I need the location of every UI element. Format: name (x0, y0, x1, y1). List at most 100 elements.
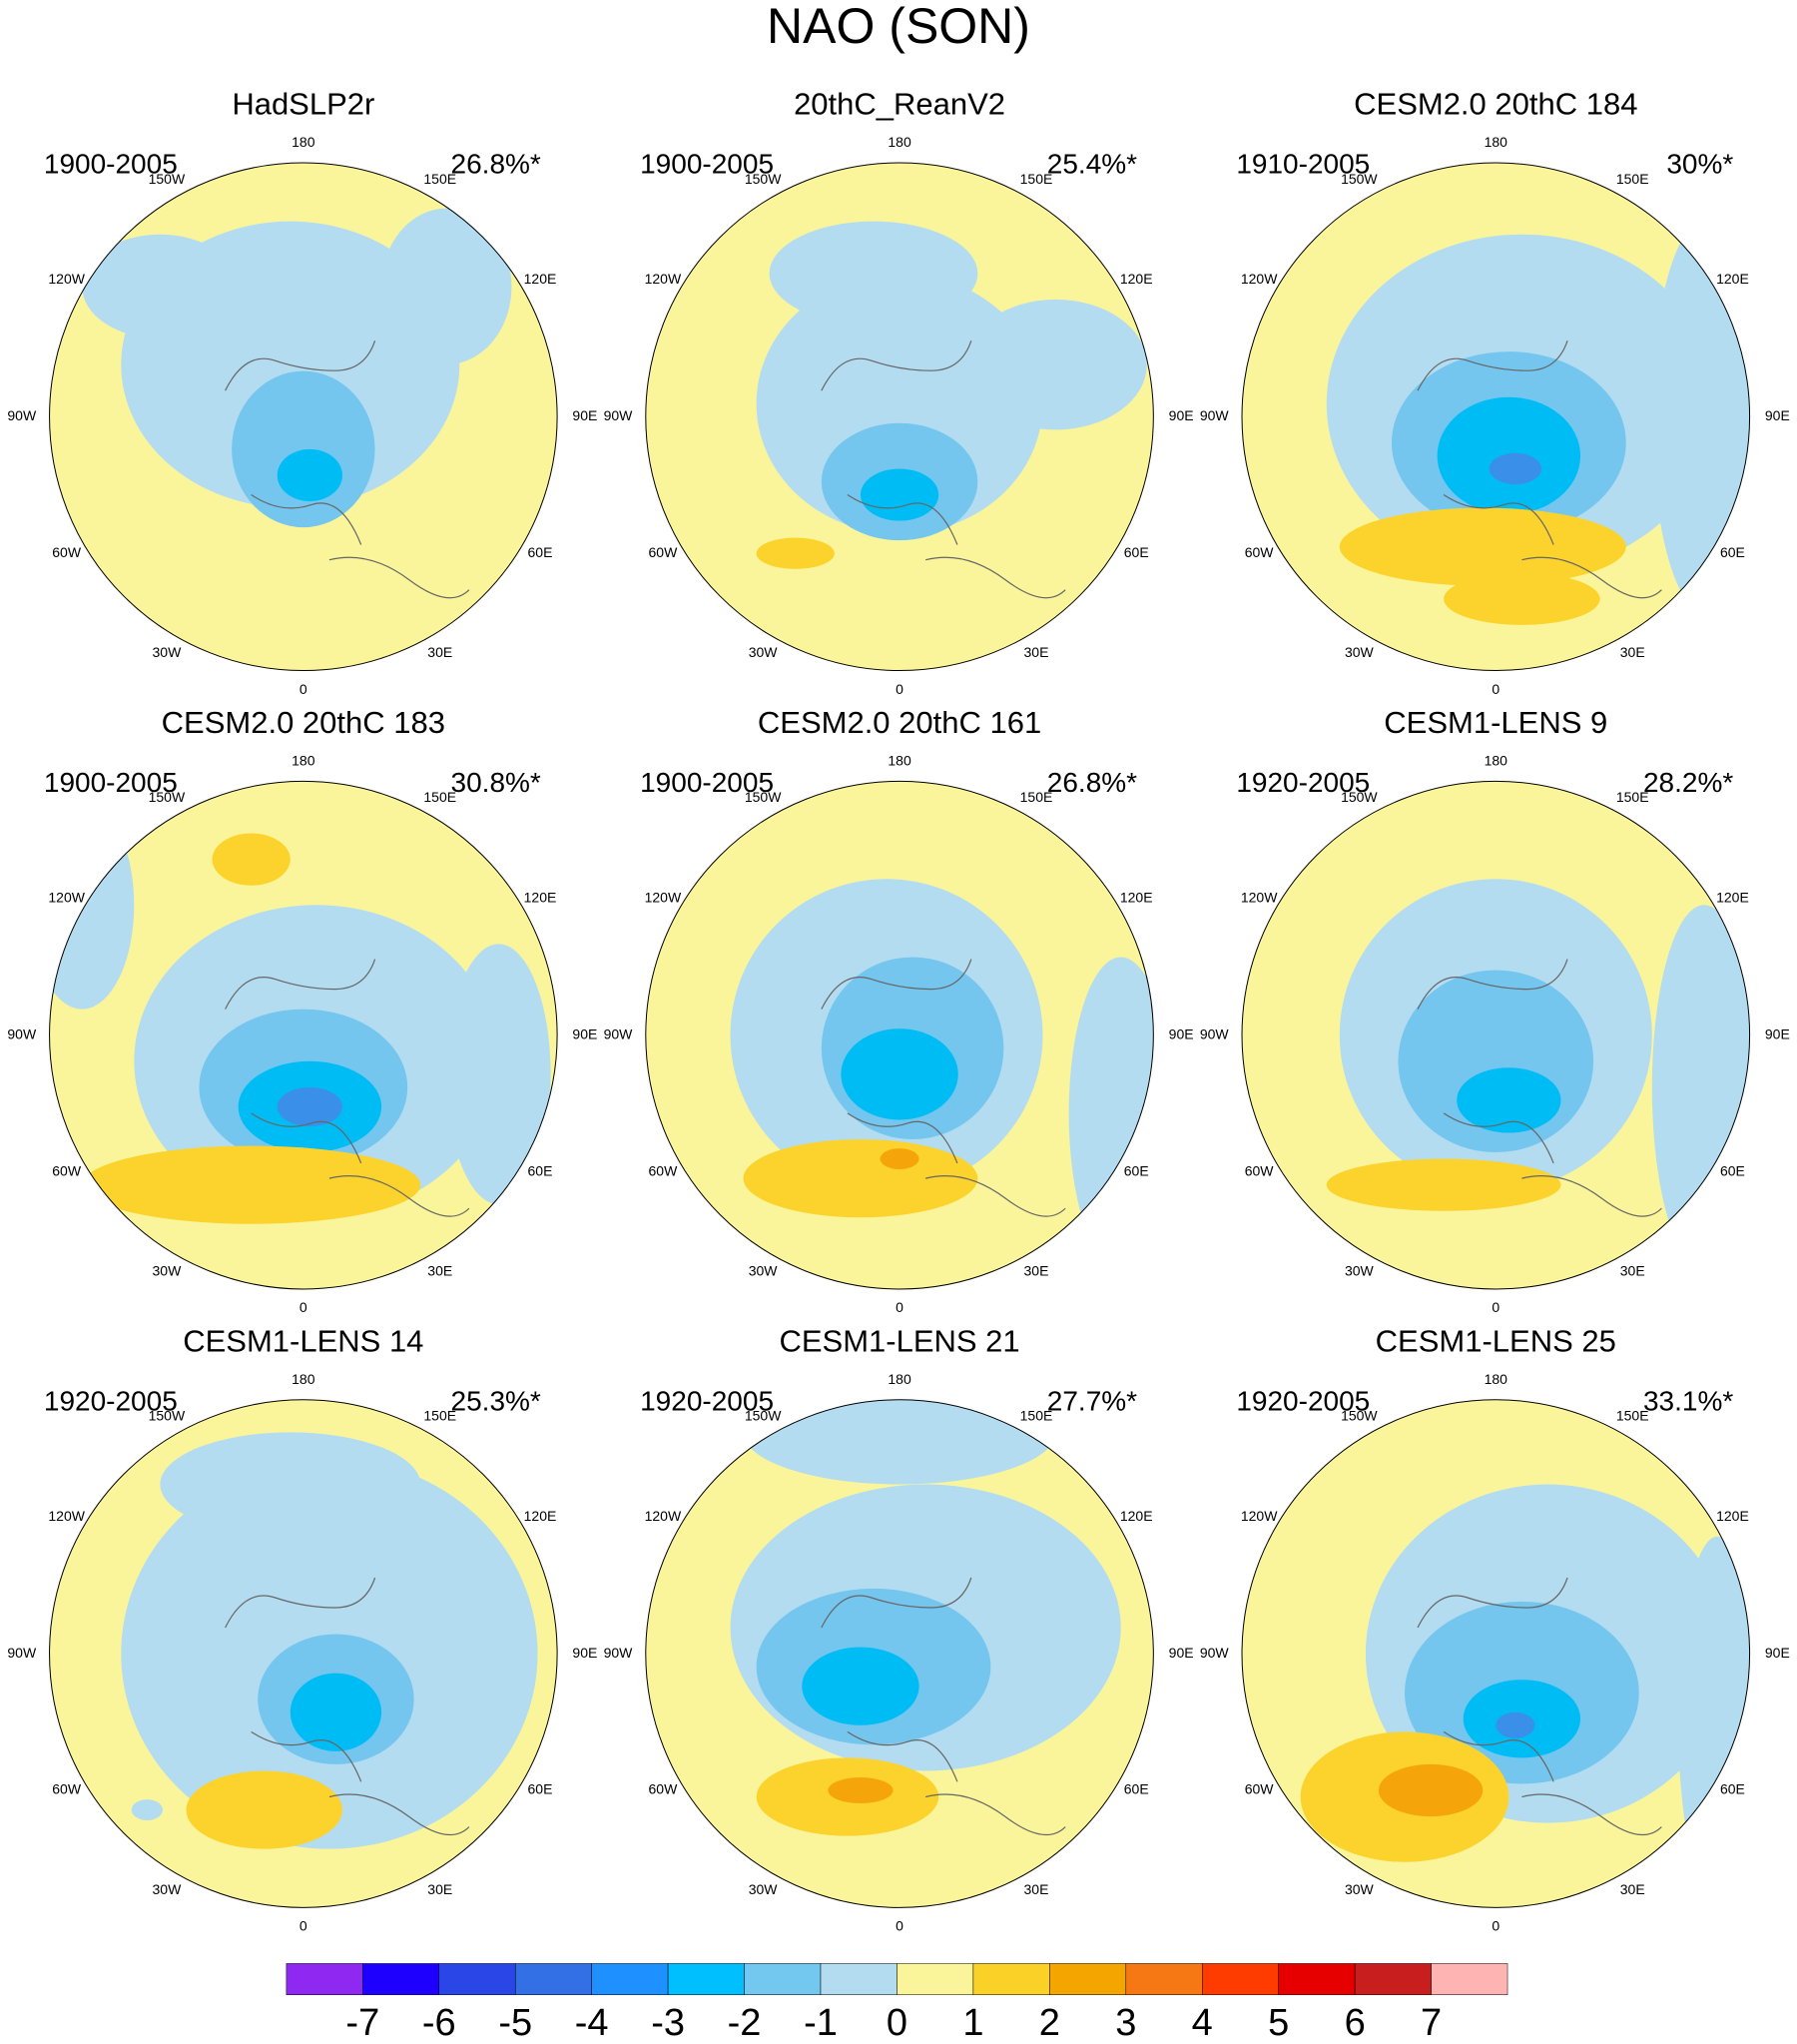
longitude-label: 120W (48, 889, 85, 905)
panel-variance: 26.8%* (451, 149, 541, 180)
map-field (1242, 1399, 1750, 1908)
colorbar-box (1049, 1963, 1127, 1995)
panel-variance: 33.1%* (1643, 1385, 1733, 1416)
longitude-label: 120E (1716, 1508, 1749, 1524)
colorbar-label: 6 (1345, 2002, 1366, 2044)
longitude-label: 150W (149, 789, 186, 805)
contour-region (131, 1799, 164, 1820)
longitude-label: 90E (1765, 407, 1790, 423)
longitude-label: 150E (423, 789, 456, 805)
longitude-label: 60E (1720, 544, 1745, 560)
contour-region (756, 537, 835, 569)
longitude-label: 90W (1200, 1645, 1230, 1661)
panel-variance: 25.3%* (451, 1385, 541, 1416)
panel-title: CESM1-LENS 21 (779, 1323, 1019, 1358)
panel-period: 1900-2005 (640, 767, 774, 798)
longitude-label: 90W (1200, 407, 1230, 423)
longitude-label: 90E (1169, 407, 1194, 423)
longitude-label: 150E (423, 1408, 456, 1424)
longitude-label: 60E (528, 1781, 553, 1797)
contour-region (381, 208, 512, 365)
colorbar-label: 2 (1039, 2002, 1060, 2044)
longitude-label: 90W (7, 1025, 37, 1041)
contour-region (1444, 572, 1600, 625)
longitude-label: 60W (649, 1162, 679, 1178)
colorbar-box (362, 1963, 440, 1995)
longitude-label: 150W (745, 1408, 782, 1424)
map-field (49, 163, 558, 671)
longitude-label: 180 (888, 753, 911, 769)
map-border (1241, 780, 1751, 1290)
longitude-label: 30W (153, 644, 183, 660)
longitude-label: 150E (1616, 789, 1649, 805)
longitude-label: 30W (1345, 1881, 1375, 1897)
longitude-label: 90E (572, 1025, 597, 1041)
map-border (1241, 162, 1751, 672)
contour-region (277, 448, 342, 502)
longitude-label: 120E (1716, 889, 1749, 905)
longitude-label: 120E (524, 271, 557, 287)
longitude-label: 120W (645, 1508, 682, 1524)
colorbar-box (514, 1963, 592, 1995)
panel-period: 1920-2005 (44, 1385, 178, 1416)
colorbar-label: -5 (498, 2002, 532, 2044)
longitude-label: 30E (1024, 1263, 1049, 1279)
longitude-label: 60W (1245, 1162, 1275, 1178)
figure-title: NAO (SON) (767, 0, 1030, 54)
longitude-label: 120W (48, 1508, 85, 1524)
longitude-label: 30W (153, 1881, 183, 1897)
colorbar-box (820, 1963, 898, 1995)
contour-region (1339, 507, 1626, 586)
longitude-label: 150E (1616, 1408, 1649, 1424)
panel-variance: 27.7%* (1047, 1385, 1137, 1416)
longitude-label: 30W (153, 1263, 183, 1279)
coastline (225, 341, 470, 599)
contour-region (232, 370, 375, 528)
map-panel: CESM2.0 20thC 184 1910-2005 30%* 0 30E 60E 90E… (1200, 87, 1790, 697)
longitude-label: 150E (423, 171, 456, 187)
coastline (1417, 959, 1662, 1217)
map-border (49, 780, 558, 1290)
longitude-label: 60W (649, 1781, 679, 1797)
panel-period: 1900-2005 (44, 149, 178, 180)
longitude-label: 180 (888, 134, 911, 150)
colorbar-label: -3 (651, 2002, 685, 2044)
map-field (49, 781, 558, 1289)
longitude-label: 90W (604, 1025, 634, 1041)
map-border (645, 162, 1154, 672)
longitude-label: 30E (1620, 1881, 1645, 1897)
longitude-label: 60E (1720, 1781, 1745, 1797)
colorbar-label: -7 (345, 2002, 379, 2044)
longitude-label: 150W (745, 789, 782, 805)
colorbar-box (1354, 1963, 1432, 1995)
longitude-label: 150W (745, 171, 782, 187)
map-field (1242, 781, 1750, 1289)
panel-period: 1910-2005 (1236, 149, 1370, 180)
colorbar-label: 1 (962, 2002, 983, 2044)
panel-title: 20thC_ReanV2 (794, 87, 1005, 122)
longitude-label: 60W (649, 544, 679, 560)
longitude-label: 30E (1024, 1881, 1049, 1897)
longitude-label: 90E (1765, 1645, 1790, 1661)
contour-region (1496, 1711, 1535, 1738)
panel-period: 1900-2005 (44, 767, 178, 798)
map-panel: 20thC_ReanV2 1900-2005 25.4%* 0 30E 60E 90E 120… (604, 87, 1194, 697)
contour-region (743, 1399, 1056, 1485)
colorbar-box (744, 1963, 822, 1995)
coastline (821, 959, 1066, 1217)
coastline (1417, 1577, 1662, 1836)
map-field (645, 163, 1154, 671)
longitude-label: 60W (52, 1162, 82, 1178)
longitude-label: 30E (427, 644, 452, 660)
longitude-label: 90W (7, 1645, 37, 1661)
colorbar-label: -2 (728, 2002, 762, 2044)
contour-region (964, 299, 1147, 430)
contour-region (290, 1673, 382, 1751)
longitude-label: 120E (1716, 271, 1749, 287)
longitude-label: 30W (749, 644, 779, 660)
colorbar-label: 5 (1268, 2002, 1289, 2044)
contour-region (1489, 452, 1541, 485)
map-field (645, 1399, 1154, 1908)
panel-variance: 25.4%* (1047, 149, 1137, 180)
